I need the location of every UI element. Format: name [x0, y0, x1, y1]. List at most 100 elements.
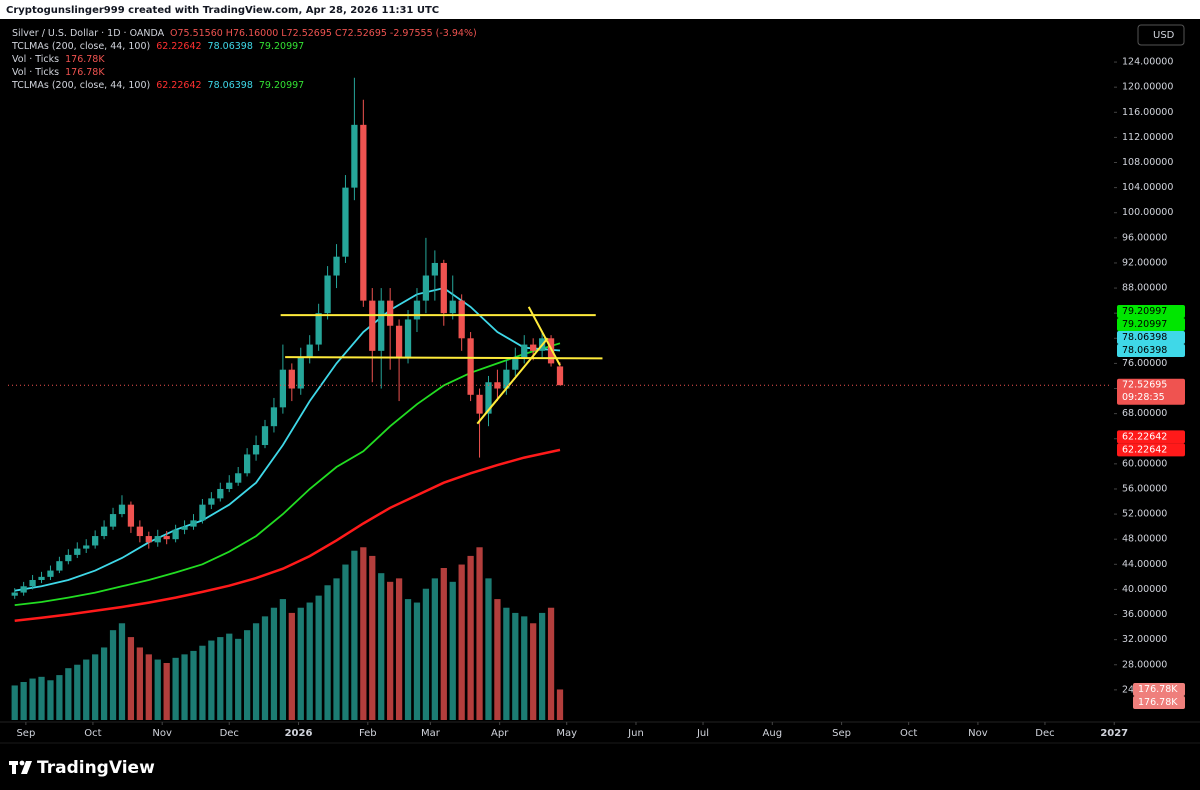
- y-tick-label: 116.00000: [1122, 107, 1173, 118]
- y-tick-label: 68.00000: [1122, 408, 1167, 419]
- legend-item: Vol · Ticks: [12, 67, 59, 78]
- candle-body: [190, 520, 197, 527]
- currency-button[interactable]: [1137, 24, 1185, 46]
- candle-body: [279, 369, 287, 408]
- candle-body: [395, 325, 403, 358]
- y-tick-label: 100.00000: [1122, 207, 1173, 218]
- moving-average: [14, 448, 561, 623]
- y-tick-label: 104.00000: [1122, 182, 1173, 193]
- volume-bar: [217, 637, 224, 720]
- candle-body: [145, 536, 152, 543]
- volume-bar: [449, 581, 456, 720]
- price-tag-countdown: 09:28:35: [1122, 392, 1165, 403]
- candle-body: [351, 124, 358, 188]
- candle-body: [431, 262, 438, 276]
- volume-bar: [270, 607, 278, 720]
- volume-bar: [199, 645, 206, 720]
- candle-body: [38, 576, 45, 580]
- volume-bar: [521, 616, 528, 720]
- trend-line: [527, 306, 561, 366]
- candle-body: [235, 473, 242, 483]
- volume-bar: [145, 654, 152, 720]
- candle-body: [226, 482, 233, 489]
- price-tag-label: 78.06398: [1122, 332, 1167, 343]
- candle-body: [154, 536, 161, 543]
- x-tick-label: 2026: [285, 728, 313, 739]
- price-tag-label: 72.52695: [1122, 380, 1167, 391]
- y-tick-label: 120.00000: [1122, 82, 1173, 93]
- header-bar: [0, 0, 1200, 19]
- legend-item: 78.06398: [208, 80, 253, 91]
- y-tick-label: 108.00000: [1122, 157, 1173, 168]
- volume-bar: [47, 680, 54, 720]
- volume-bar: [333, 578, 340, 720]
- volume-bar: [315, 595, 322, 720]
- volume-bar: [118, 623, 126, 720]
- price-tag: [1117, 430, 1185, 444]
- candle-body: [503, 369, 510, 389]
- y-tick-label: 60.00000: [1122, 458, 1167, 469]
- legend-item: 79.20997: [259, 41, 304, 52]
- volume-bar: [458, 564, 465, 720]
- volume-bar: [11, 685, 18, 720]
- price-tag: [1117, 317, 1185, 331]
- candle-body: [378, 300, 385, 351]
- candle-body: [261, 426, 269, 446]
- volume-bar: [181, 654, 188, 720]
- volume-bar: [279, 599, 287, 720]
- candle-body: [47, 570, 54, 577]
- volume-bar: [154, 659, 161, 720]
- candle-body: [422, 275, 430, 301]
- candle-body: [449, 300, 456, 314]
- volume-tag-label: 176.78K: [1138, 684, 1178, 695]
- candle-body: [360, 124, 367, 301]
- candle-body: [208, 498, 215, 505]
- candle-body: [92, 536, 99, 546]
- candle-body: [172, 529, 179, 540]
- price-tag-label: 78.06398: [1122, 345, 1167, 356]
- candle-body: [306, 344, 313, 358]
- candle-body: [297, 357, 304, 389]
- y-tick-label: 32.00000: [1122, 634, 1167, 645]
- y-tick-label: 56.00000: [1122, 483, 1167, 494]
- candle-body: [556, 366, 564, 386]
- candle-body: [181, 526, 188, 530]
- price-tag-label: 62.22642: [1122, 444, 1167, 455]
- volume-bar: [235, 638, 242, 720]
- x-tick-label: Feb: [359, 728, 377, 739]
- x-tick-label: Jul: [696, 728, 709, 739]
- brand-name: TradingView: [37, 758, 155, 778]
- volume-bar: [556, 689, 564, 720]
- volume-bar: [324, 585, 331, 720]
- volume-bar: [136, 647, 143, 720]
- volume-bar: [252, 623, 260, 720]
- volume-bar: [100, 647, 108, 720]
- price-tag: [1117, 343, 1185, 357]
- price-tag-label: 62.22642: [1122, 431, 1167, 442]
- y-tick-label: 36.00000: [1122, 609, 1167, 620]
- candle-body: [136, 526, 143, 537]
- x-tick-label: Oct: [900, 728, 917, 739]
- logo-part: [12, 761, 16, 774]
- currency-label[interactable]: USD: [1153, 30, 1175, 41]
- candle-body: [333, 256, 340, 276]
- x-tick-label: Sep: [16, 728, 35, 739]
- logo-part: [19, 760, 25, 766]
- candle-body: [440, 262, 447, 314]
- candle-body: [288, 369, 295, 389]
- legend-row: Vol · Ticks 176.78K: [12, 54, 105, 65]
- x-tick-label: 2027: [1100, 728, 1128, 739]
- volume-bar: [467, 555, 474, 720]
- y-tick-label: 28.00000: [1122, 659, 1167, 670]
- candle-body: [20, 586, 27, 593]
- candle-body: [163, 536, 170, 540]
- volume-bar: [243, 630, 251, 720]
- candle-body: [270, 407, 278, 427]
- brand-logo: [9, 760, 32, 774]
- candle-body: [243, 454, 251, 474]
- legend-item: 79.20997: [259, 80, 304, 91]
- candle-body: [199, 504, 206, 521]
- y-tick-label: 76.00000: [1122, 358, 1167, 369]
- y-tick-label: 88.00000: [1122, 283, 1167, 294]
